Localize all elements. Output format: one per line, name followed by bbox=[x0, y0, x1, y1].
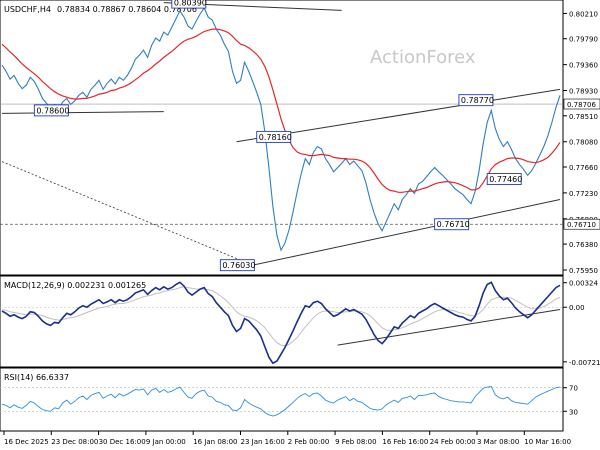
x-tick-label: 16 Dec 2025 bbox=[4, 438, 49, 446]
moving-average-line bbox=[1, 28, 561, 193]
dotted-trendline bbox=[1, 161, 253, 266]
price-label-box bbox=[219, 259, 255, 272]
price-series-line bbox=[1, 6, 561, 252]
price-tick-label: 0.80210 bbox=[569, 10, 598, 18]
macd-axis-ticks: 0.00324 0.00 -0.007214 bbox=[563, 280, 600, 367]
chart-header-ohlc: 0.78834 0.78867 0.78604 0.78706 bbox=[57, 5, 197, 14]
price-series bbox=[1, 6, 561, 252]
price-tick-label: 0.78510 bbox=[569, 113, 598, 121]
macd-trendline bbox=[337, 309, 561, 346]
rsi-panel-frame bbox=[0, 367, 564, 432]
price-tick-label: 0.76380 bbox=[569, 241, 598, 249]
price-label-box bbox=[458, 94, 494, 107]
rsi-series bbox=[1, 386, 561, 417]
rsi-title: RSI(14) 66.6337 bbox=[4, 373, 69, 382]
x-tick-label: 23 Jan 16:00 bbox=[241, 438, 285, 446]
rsi-tick-label: 70 bbox=[569, 385, 578, 393]
current-price-axis-label-box bbox=[563, 98, 600, 110]
price-tick-label: 0.75950 bbox=[569, 267, 598, 275]
price-label: 0.78160 bbox=[259, 133, 292, 142]
rsi-line bbox=[1, 386, 561, 417]
price-label: 0.76030 bbox=[222, 261, 255, 270]
price-level-labels: 0.80390 0.78600 0.78160 0.76030 0.76710 0.774… bbox=[33, 0, 522, 272]
price-tick-label: 0.79790 bbox=[569, 36, 598, 44]
x-tick-label: 9 Feb 08:00 bbox=[335, 438, 376, 446]
price-label: 0.80390 bbox=[174, 0, 207, 8]
price-label-box bbox=[486, 173, 522, 186]
x-tick-label: 23 Dec 08:00 bbox=[51, 438, 98, 446]
watermark: ActionForex bbox=[370, 47, 476, 68]
level-axis-label: 0.76710 bbox=[567, 221, 596, 229]
macd-tick-label: -0.007214 bbox=[569, 359, 600, 367]
rsi-guides bbox=[0, 387, 563, 412]
chart-header-symbol: USDCHF,H4 bbox=[4, 5, 51, 14]
price-label: 0.77460 bbox=[489, 175, 522, 184]
price-axis-boxes: 0.78706 0.76710 bbox=[563, 98, 600, 230]
price-label-box bbox=[33, 104, 69, 117]
current-price-axis-label: 0.78706 bbox=[567, 101, 596, 109]
macd-signal-line bbox=[1, 286, 561, 347]
horizontal-trendline bbox=[1, 111, 164, 114]
rsi-axis-ticks: 70 30 bbox=[563, 385, 578, 416]
x-tick-label: 2 Feb 00:00 bbox=[288, 438, 329, 446]
price-guides bbox=[0, 2, 563, 266]
x-tick-label: 16 Feb 16:00 bbox=[382, 438, 428, 446]
price-tick-label: 0.78930 bbox=[569, 88, 598, 96]
price-label-box bbox=[256, 130, 292, 143]
x-tick-label: 24 Feb 00:00 bbox=[430, 438, 476, 446]
rsi-tick-label: 30 bbox=[569, 408, 578, 416]
level-axis-label-box bbox=[563, 218, 600, 230]
price-label: 0.78770 bbox=[461, 96, 494, 105]
x-axis-ticks: 16 Dec 2025 23 Dec 08:00 30 Dec 16:00 9 Jan… bbox=[3, 431, 571, 446]
macd-tick-label: 0.00 bbox=[569, 304, 585, 312]
macd-line bbox=[1, 281, 561, 365]
x-tick-label: 16 Jan 08:00 bbox=[193, 438, 237, 446]
x-tick-label: 3 Mar 08:00 bbox=[477, 438, 519, 446]
price-label-box bbox=[434, 218, 470, 231]
price-axis-ticks: 0.80210 0.79790 0.79360 0.78930 0.78510 0.780… bbox=[563, 10, 598, 275]
x-tick-label: 30 Dec 16:00 bbox=[99, 438, 146, 446]
macd-guides bbox=[0, 306, 563, 346]
price-tick-label: 0.77660 bbox=[569, 164, 598, 172]
price-label: 0.78600 bbox=[36, 106, 69, 115]
x-tick-label: 9 Jan 00:00 bbox=[146, 438, 186, 446]
price-tick-label: 0.78080 bbox=[569, 139, 598, 147]
price-label-box bbox=[171, 0, 207, 9]
price-tick-label: 0.79360 bbox=[569, 62, 598, 70]
price-tick-label: 0.77230 bbox=[569, 190, 598, 198]
macd-series bbox=[1, 281, 561, 365]
price-label: 0.76710 bbox=[437, 220, 470, 229]
channel-lower-line bbox=[252, 199, 561, 266]
macd-tick-label: 0.00324 bbox=[569, 280, 598, 288]
x-tick-label: 10 Mar 16:00 bbox=[524, 438, 571, 446]
macd-title: MACD(12,26,9) 0.002231 0.001265 bbox=[4, 281, 146, 290]
